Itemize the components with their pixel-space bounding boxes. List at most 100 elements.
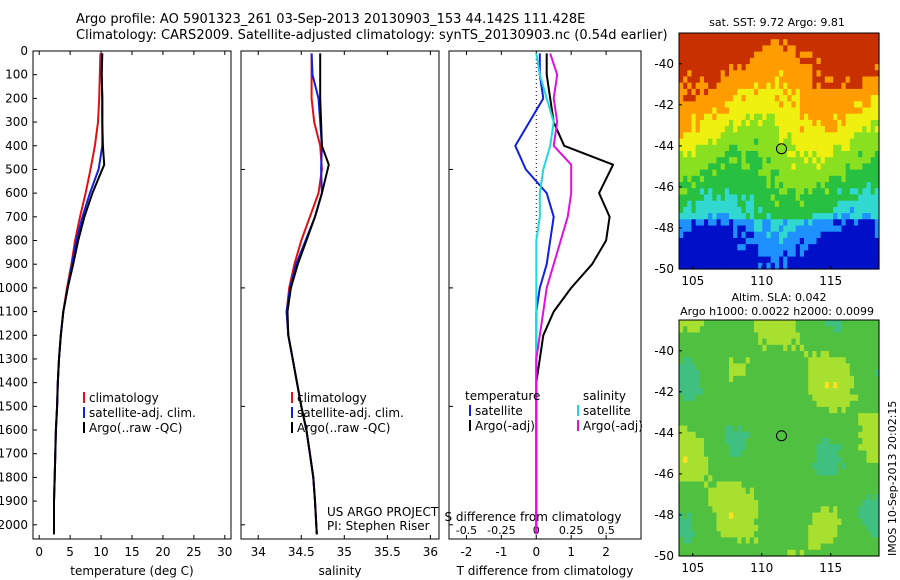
map-cell — [779, 456, 784, 464]
map-cell — [783, 425, 788, 433]
map-cell — [845, 45, 851, 53]
map-cell — [708, 363, 713, 371]
map-cell — [774, 101, 780, 109]
map-cell — [808, 375, 813, 383]
map-cell — [729, 413, 734, 420]
map-cell — [754, 487, 759, 495]
map-cell — [787, 101, 793, 109]
map-cell — [799, 182, 805, 189]
x-tick-label: 34.5 — [288, 545, 315, 559]
map-cell — [749, 225, 755, 233]
map-cell — [870, 506, 876, 514]
map-cell — [862, 462, 868, 470]
map-cell — [820, 456, 826, 464]
map-cell — [741, 382, 747, 389]
map-cell — [874, 543, 880, 551]
map-cell — [833, 144, 838, 152]
map-cell — [779, 549, 784, 557]
map-cell — [729, 487, 734, 495]
map-cell — [791, 481, 797, 489]
map-cell — [695, 182, 701, 189]
map-cell — [816, 524, 822, 532]
map-cell — [824, 219, 830, 227]
map-cell — [783, 394, 788, 402]
map-cell — [774, 126, 780, 133]
map-cell — [808, 51, 813, 59]
map-cell — [808, 425, 813, 433]
map-cell — [837, 107, 843, 115]
map-cell — [716, 132, 722, 140]
map-cell — [829, 200, 834, 208]
map-cell — [745, 394, 751, 402]
map-cell — [679, 225, 684, 233]
map-cell — [679, 262, 684, 270]
map-cell — [854, 351, 859, 358]
map-cell — [833, 182, 838, 189]
map-cell — [687, 219, 693, 227]
map-cell — [762, 76, 768, 84]
map-cell — [758, 481, 763, 489]
map-cell — [720, 213, 726, 220]
map-cell — [787, 206, 793, 214]
map-cell — [858, 382, 863, 389]
map-cell — [729, 113, 734, 121]
map-cell — [712, 400, 718, 408]
legend-label: satellite-adj. clim. — [297, 406, 404, 420]
map-cell — [741, 531, 747, 538]
map-cell — [704, 206, 709, 214]
map-cell — [787, 237, 793, 245]
map-cell — [804, 326, 809, 334]
legend-header-temperature: temperature — [465, 389, 540, 403]
map-cell — [679, 45, 684, 53]
map-cell — [708, 250, 713, 258]
map-cell — [841, 369, 847, 377]
map-cell — [729, 369, 734, 377]
map-cell — [770, 157, 776, 165]
map-cell — [691, 76, 697, 84]
map-cell — [729, 45, 734, 53]
map-cell — [683, 444, 688, 452]
map-cell — [862, 144, 868, 152]
map-cell — [733, 450, 738, 458]
map-cell — [704, 237, 709, 245]
map-cell — [829, 351, 834, 358]
map-cell — [870, 256, 876, 264]
map-cell — [774, 332, 780, 340]
map-cell — [854, 157, 859, 165]
map-cell — [787, 51, 793, 59]
map-cell — [741, 493, 747, 501]
map-cell — [724, 119, 730, 127]
map-cell — [795, 163, 801, 171]
map-cell — [866, 531, 872, 538]
map-cell — [683, 332, 688, 340]
map-cell — [799, 101, 805, 109]
map-cell — [824, 163, 830, 171]
map-cell — [712, 237, 718, 245]
map-cell — [862, 107, 868, 115]
map-cell — [787, 344, 793, 352]
map-cell — [724, 51, 730, 59]
map-cell — [849, 475, 855, 483]
map-cell — [841, 543, 847, 551]
map-cell — [724, 394, 730, 402]
map-cell — [870, 213, 876, 220]
map-cell — [749, 51, 755, 59]
map-cell — [733, 82, 738, 90]
map-cell — [766, 250, 772, 258]
map-cell — [824, 76, 830, 84]
map-cell — [724, 351, 730, 358]
map-cell — [733, 113, 738, 121]
map-cell — [745, 400, 751, 408]
map-cell — [829, 487, 834, 495]
map-cell — [866, 82, 872, 90]
map-cell — [720, 506, 726, 514]
map-cell — [733, 406, 738, 414]
map-cell — [787, 157, 793, 165]
map-cell — [754, 33, 759, 40]
map-cell — [804, 119, 809, 127]
map-cell — [849, 450, 855, 458]
map-cell — [737, 400, 743, 408]
map-cell — [754, 70, 759, 78]
map-cell — [695, 244, 701, 251]
map-cell — [841, 82, 847, 90]
